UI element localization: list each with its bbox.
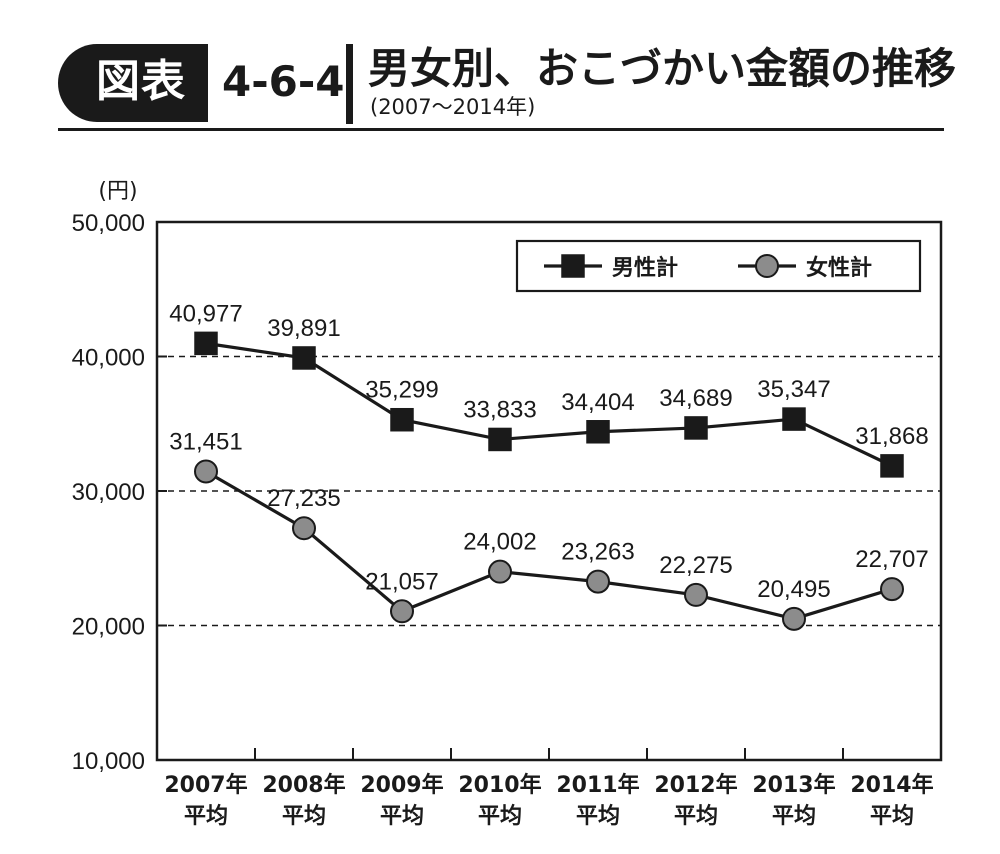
series-female <box>194 459 904 631</box>
x-tick-label-average: 平均 <box>282 803 326 829</box>
data-label: 23,263 <box>561 539 634 566</box>
x-tick-label-average: 平均 <box>576 803 620 829</box>
y-tick-label: 20,000 <box>72 614 145 641</box>
header-rule <box>58 128 944 131</box>
x-tick-label-year: 2012年 <box>654 772 737 798</box>
data-point-square <box>488 427 512 452</box>
legend: 男性計 女性計 <box>515 239 922 293</box>
legend-marker-square <box>561 254 585 278</box>
series-line <box>205 341 893 468</box>
x-tick-label-average: 平均 <box>772 803 816 829</box>
x-tick-label-year: 2013年 <box>752 772 835 798</box>
x-tick-label-average: 平均 <box>478 803 522 829</box>
data-point-circle <box>292 516 316 541</box>
data-point-circle <box>488 559 512 584</box>
legend-marker-circle <box>755 254 779 278</box>
data-point-circle <box>684 582 708 607</box>
series-line <box>205 470 893 621</box>
data-label: 34,404 <box>561 389 634 416</box>
data-point-square <box>390 407 414 432</box>
legend-label-male: 男性計 <box>612 255 678 281</box>
data-point-circle <box>586 569 610 594</box>
data-label: 22,707 <box>855 546 928 573</box>
y-tick-label: 10,000 <box>72 748 145 775</box>
x-tick-label-year: 2010年 <box>458 772 541 798</box>
x-tick-label-year: 2009年 <box>360 772 443 798</box>
data-label: 34,689 <box>659 385 732 412</box>
x-tick-label-year: 2008年 <box>262 772 345 798</box>
data-point-circle <box>880 577 904 602</box>
x-tick-label-year: 2014年 <box>850 772 933 798</box>
data-label: 39,891 <box>267 315 340 342</box>
header-divider <box>346 44 353 124</box>
data-label: 31,868 <box>855 423 928 450</box>
data-label: 22,275 <box>659 552 732 579</box>
y-tick-label: 40,000 <box>72 345 145 372</box>
y-tick-label: 50,000 <box>72 210 145 237</box>
x-tick-label-average: 平均 <box>870 803 914 829</box>
data-point-square <box>194 331 218 356</box>
data-point-square <box>782 407 806 431</box>
data-point-square <box>684 416 708 440</box>
figure-title: 男女別、おこづかい金額の推移 <box>368 44 957 93</box>
data-point-circle <box>782 606 806 631</box>
data-label: 35,299 <box>365 377 438 404</box>
x-tick-label-average: 平均 <box>184 803 228 829</box>
figure-subtitle: (2007〜2014年) <box>370 95 536 119</box>
data-label: 27,235 <box>267 485 340 512</box>
data-label: 35,347 <box>757 376 830 403</box>
figure-number: 4-6-4 <box>222 57 345 106</box>
data-point-square <box>880 454 904 478</box>
data-label: 40,977 <box>169 300 242 327</box>
data-label: 33,833 <box>463 396 536 423</box>
data-label: 24,002 <box>463 529 536 556</box>
data-label: 31,451 <box>169 428 242 455</box>
figure-badge-text: 図表 <box>96 56 186 107</box>
x-tick-label-year: 2011年 <box>556 772 639 798</box>
data-point-circle <box>194 459 218 484</box>
figure-header: 図表 4-6-4 男女別、おこづかい金額の推移 (2007〜2014年) <box>58 44 956 134</box>
data-label: 21,057 <box>365 568 438 595</box>
data-label: 20,495 <box>757 576 830 603</box>
data-point-square <box>292 346 316 370</box>
y-tick-label: 30,000 <box>72 479 145 506</box>
x-tick-label-year: 2007年 <box>164 772 247 798</box>
figure-badge: 図表 <box>58 44 208 122</box>
series-male <box>194 331 904 478</box>
data-point-square <box>586 420 610 444</box>
x-tick-label-average: 平均 <box>380 803 424 829</box>
legend-label-female: 女性計 <box>806 255 872 281</box>
data-point-circle <box>390 599 414 624</box>
x-tick-label-average: 平均 <box>674 803 718 829</box>
y-axis-unit-label: (円) <box>98 179 137 204</box>
